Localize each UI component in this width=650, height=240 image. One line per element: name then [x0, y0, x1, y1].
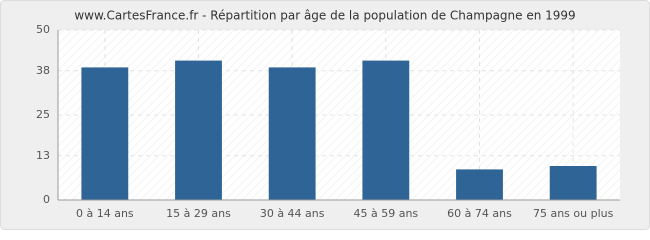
bar [268, 67, 316, 201]
y-tick-label: 13 [36, 149, 50, 162]
x-tick-label: 15 à 29 ans [166, 207, 231, 220]
y-tick-label: 50 [36, 23, 50, 36]
chart: www.CartesFrance.fr - Répartition par âg… [0, 0, 650, 230]
x-tick-label: 30 à 44 ans [260, 207, 325, 220]
bar [549, 166, 597, 200]
chart-title: www.CartesFrance.fr - Répartition par âg… [74, 9, 575, 23]
bar [362, 60, 410, 200]
y-tick-label: 25 [36, 108, 50, 121]
x-tick-label: 0 à 14 ans [76, 207, 134, 220]
x-tick-label: 45 à 59 ans [353, 207, 418, 220]
x-tick-label: 60 à 74 ans [447, 207, 512, 220]
x-tick-label: 75 ans ou plus [533, 207, 614, 220]
y-tick-label: 0 [43, 193, 50, 206]
y-tick-label: 38 [36, 64, 50, 77]
bar [456, 169, 503, 200]
bar [81, 67, 129, 201]
bar [175, 60, 222, 200]
